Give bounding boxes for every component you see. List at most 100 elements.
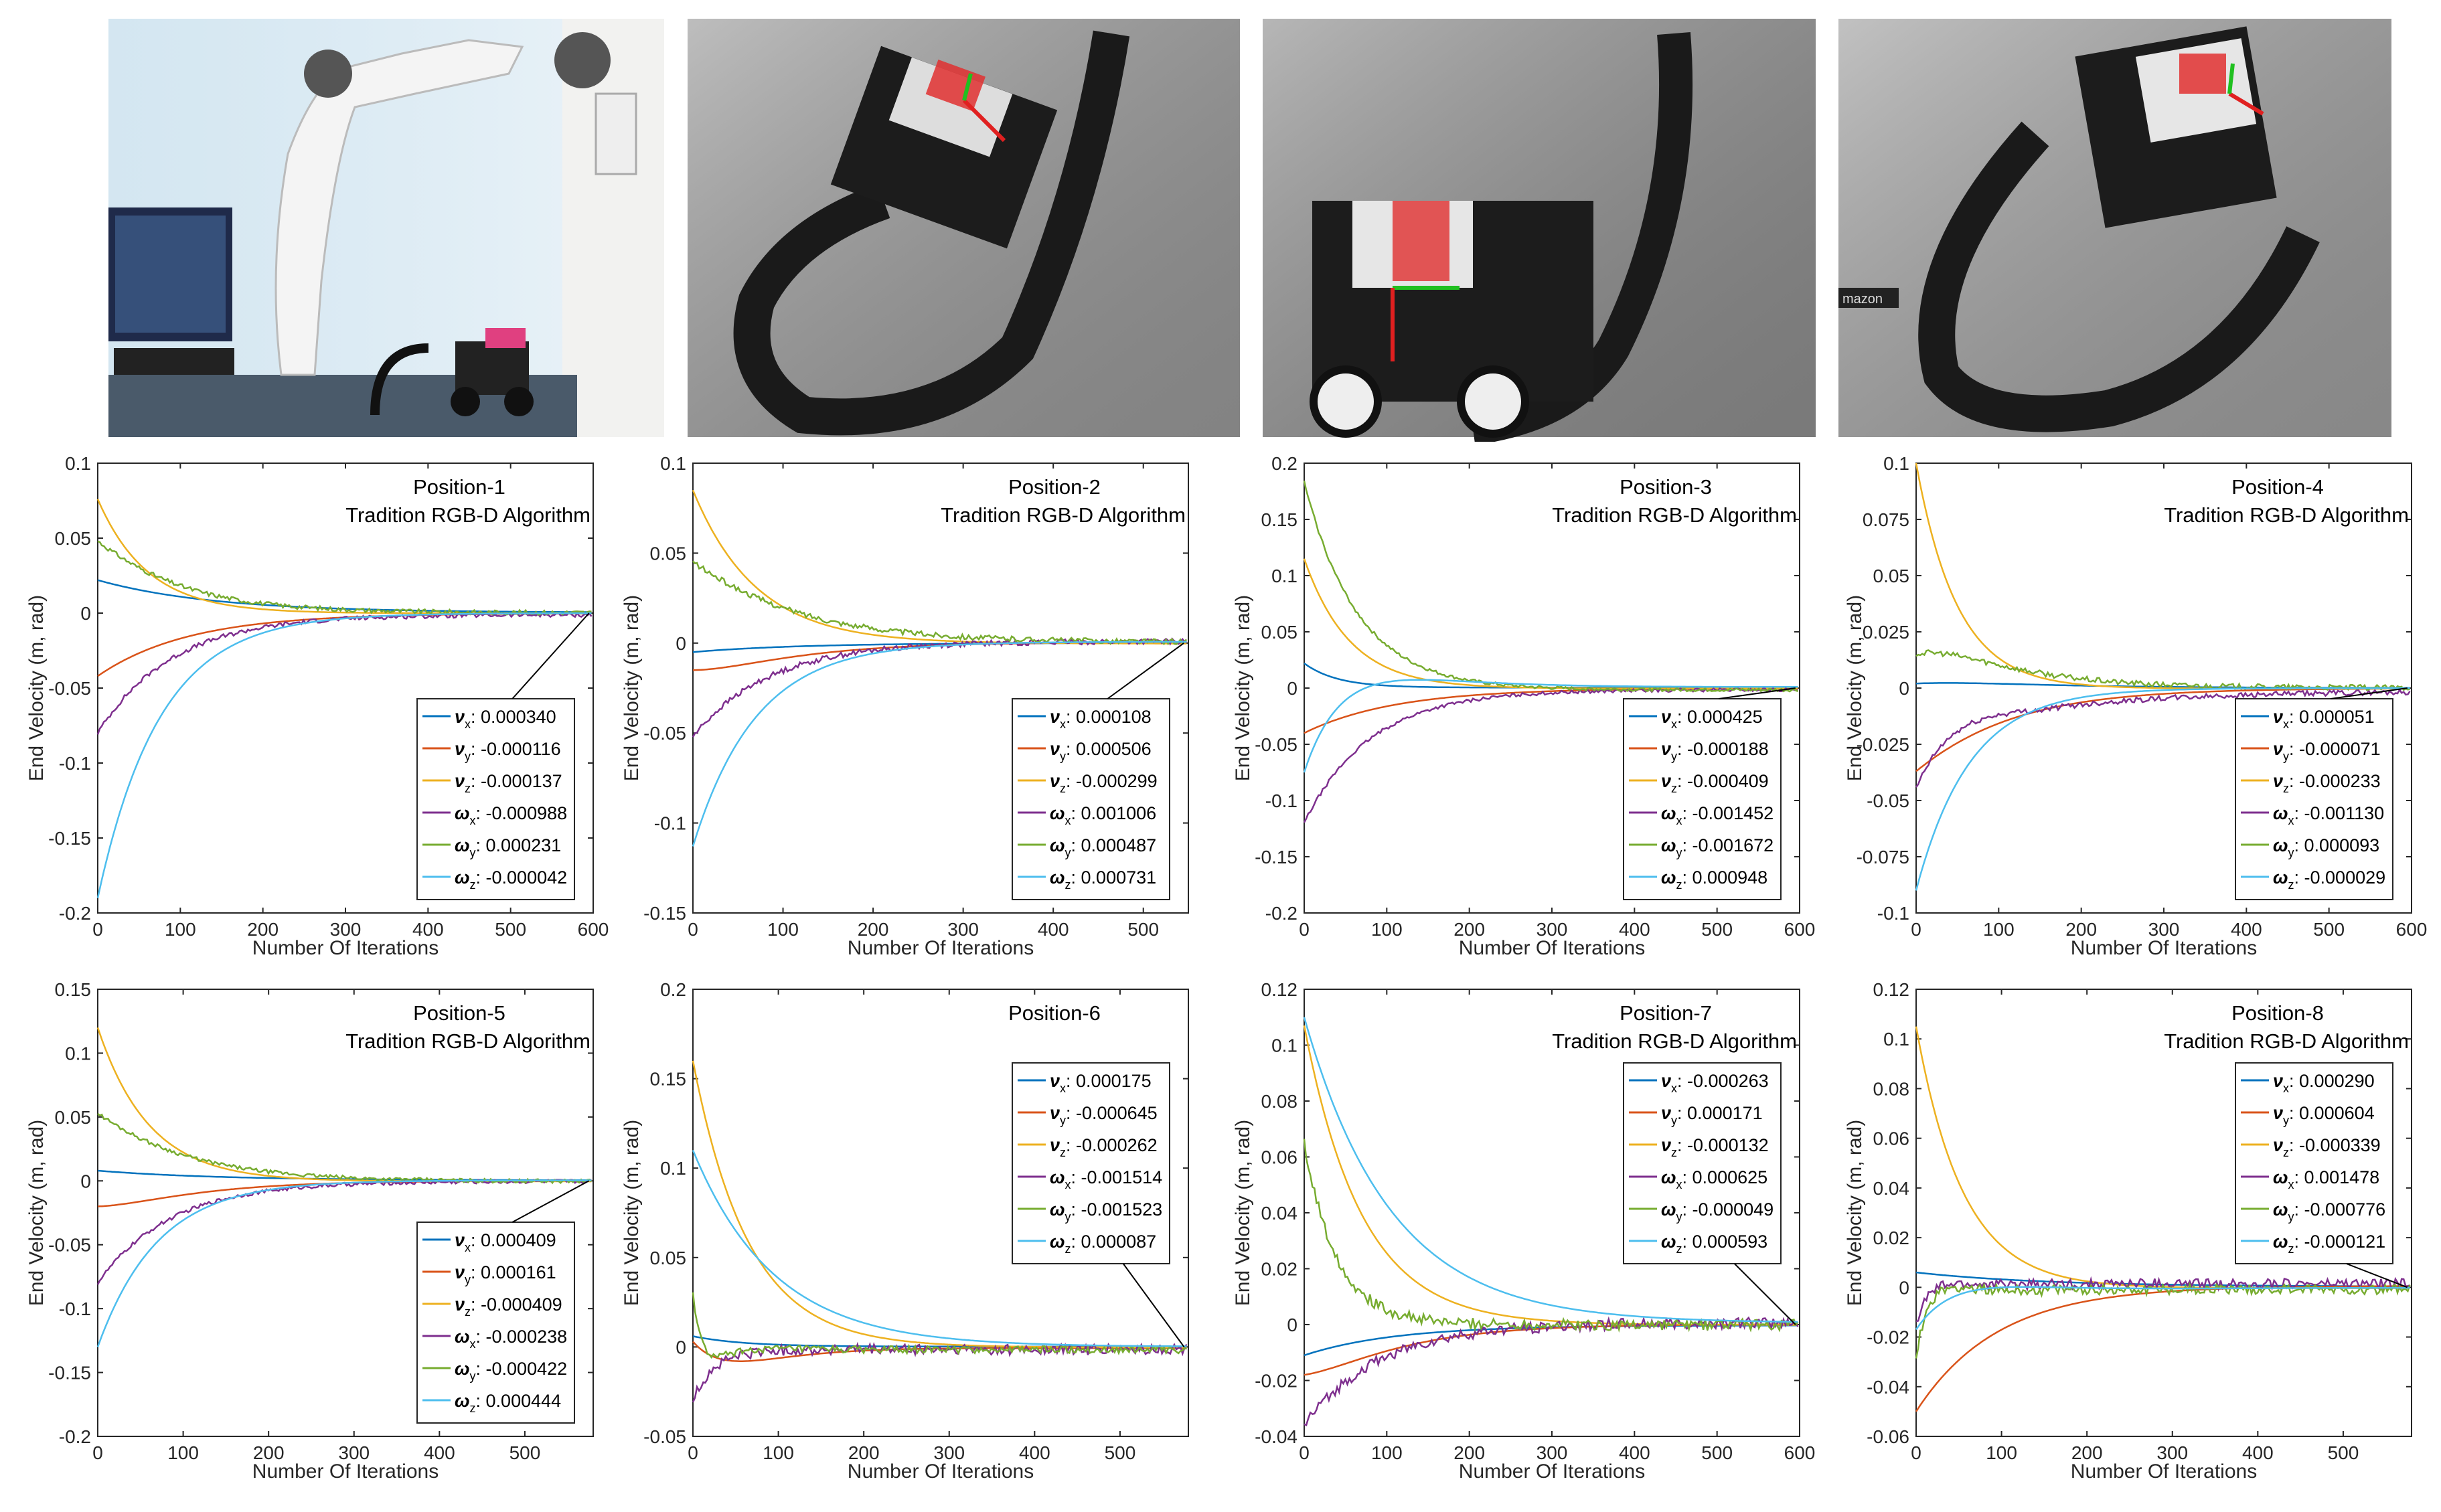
legend-leader-line [1719,687,1796,699]
legend-entry-vz: νz: -0.000132 [1661,1135,1769,1159]
y-tick-label: 0.1 [660,1158,686,1179]
legend-entry-wx: ωx: 0.000625 [1661,1167,1767,1191]
legend-entry-wy: ωy: -0.000422 [455,1359,567,1383]
legend: νx: 0.000425 νy: -0.000188 νz: -0.000409 ωx… [1623,698,1782,900]
y-tick-label: 0.12 [1873,979,1910,1000]
x-tick-label: 300 [933,1442,965,1463]
series-line-wz [1303,1017,1798,1323]
series-line-wy [1915,649,2410,691]
y-tick-label: -0.15 [1255,847,1297,867]
x-tick-label: 200 [1453,1442,1485,1463]
legend-entry-vx: νx: 0.000425 [1661,707,1763,731]
y-tick-label: 0.05 [55,528,92,549]
y-tick-label: -0.025 [1857,734,1909,755]
legend-entry-vy: νy: 0.000506 [1050,739,1152,763]
y-tick-label: -0.02 [1867,1327,1909,1348]
series-line-wy [1303,481,1799,693]
y-tick-label: -0.15 [643,903,686,924]
y-tick-label: 0.15 [55,979,92,1000]
x-tick-label: 400 [1019,1442,1050,1463]
y-axis-label: End Velocity (m, rad) [1844,595,1866,781]
series-line-vz [692,489,1187,645]
y-tick-label: 0.2 [1271,453,1297,474]
x-tick-label: 400 [424,1442,455,1463]
x-tick-label: 500 [1701,919,1733,940]
y-tick-label: 0.025 [1863,622,1909,643]
x-tick-label: 200 [2071,1442,2103,1463]
series-line-wz [96,612,592,898]
legend-leader-line [1107,642,1184,699]
x-tick-label: 0 [688,919,698,940]
x-tick-label: 500 [1127,919,1159,940]
legend-entry-vx: νx: 0.000340 [455,707,556,731]
series-line-wy [692,1292,1187,1359]
legend-entry-wx: ωx: 0.001478 [2273,1167,2379,1191]
series-line-wz [1303,679,1798,773]
x-tick-label: 200 [1453,919,1485,940]
x-tick-label: 300 [338,1442,370,1463]
y-tick-label: 0 [1899,1277,1909,1298]
legend-entry-wy: ωy: 0.000487 [1050,835,1156,859]
x-tick-label: 300 [330,919,362,940]
y-tick-label: -0.02 [1255,1371,1297,1392]
y-tick-label: 0.1 [1271,1035,1297,1056]
x-tick-label: 500 [1701,1442,1733,1463]
legend-entry-vz: νz: -0.000299 [1050,771,1158,795]
legend-entry-vx: νx: 0.000108 [1050,707,1152,731]
x-tick-label: 0 [1299,1442,1310,1463]
x-tick-label: 100 [763,1442,794,1463]
y-tick-label: 0.12 [1261,979,1298,1000]
x-axis-label: Number Of Iterations [252,937,439,959]
legend: νx: 0.000051 νy: -0.000071 νz: -0.000233 ωx… [2235,698,2393,900]
x-tick-label: 500 [509,1442,541,1463]
chart-subtitle: Tradition RGB-D Algorithm [2164,1029,2409,1053]
x-tick-label: 300 [2148,919,2180,940]
legend-entry-vy: νy: 0.000161 [455,1262,556,1286]
legend-entry-wx: ωx: -0.001452 [1661,803,1774,827]
legend-entry-wy: ωy: 0.000093 [2273,835,2379,859]
series-line-wx [692,1341,1188,1403]
y-tick-label: -0.2 [1265,903,1297,924]
y-tick-label: 0.2 [660,979,686,1000]
legend-box [416,698,575,900]
y-tick-label: 0 [1899,678,1909,699]
y-tick-label: -0.1 [1265,790,1297,811]
x-axis-label: Number Of Iterations [848,1460,1034,1483]
photo-strip: mazon [108,19,2391,442]
robot-arm-setup-photo [108,19,664,437]
chart-panel-5: 0 100 200 300 400 500 -0.2 -0.15 -0.1 -0.05 0 0.05 0… [25,979,594,1483]
chart-subtitle: Tradition RGB-D Algorithm [1552,503,1797,527]
x-tick-label: 0 [1911,1442,1921,1463]
chart-title: Position-6 [1008,1001,1101,1025]
legend: νx: 0.000340 νy: -0.000116 νz: -0.000137 ωx… [416,698,575,900]
x-axis-label: Number Of Iterations [2071,1460,2257,1483]
legend-entry-wx: ωx: -0.001130 [2273,803,2384,827]
legend-entry-vy: νy: 0.000171 [1661,1103,1763,1127]
position-camera-view-photo: mazon [1838,19,2391,437]
legend-entry-vx: νx: 0.000290 [2273,1071,2375,1095]
y-axis-label: End Velocity (m, rad) [25,595,48,781]
x-tick-label: 400 [412,919,444,940]
y-tick-label: -0.06 [1867,1426,1909,1447]
y-tick-label: 0.06 [1261,1147,1298,1168]
chart-panel-1: 0 100 200 300 400 500 600 -0.2 -0.15 -0.1 -0.05 0 0.… [25,453,609,959]
series-line-vz [1303,558,1798,689]
x-tick-label: 100 [1371,1442,1403,1463]
x-tick-label: 400 [2231,919,2262,940]
x-axis-label: Number Of Iterations [1459,1460,1645,1483]
legend-box [2235,1062,2393,1264]
chart-title: Position-3 [1620,475,1712,499]
x-tick-label: 300 [947,919,979,940]
x-tick-label: 100 [1371,919,1403,940]
y-tick-label: 0.15 [1261,509,1298,530]
y-tick-label: 0 [80,603,91,624]
legend-leader-line [1122,1263,1185,1347]
x-tick-label: 200 [253,1442,285,1463]
x-tick-label: 300 [1537,1442,1568,1463]
photo-caption-text: mazon [1842,292,1883,307]
legend-entry-vz: νz: -0.000233 [2273,771,2381,795]
legend-leader-line [511,612,590,699]
x-tick-label: 600 [578,919,609,940]
y-tick-label: -0.05 [48,1235,91,1256]
series-line-vy [1915,1285,2410,1412]
